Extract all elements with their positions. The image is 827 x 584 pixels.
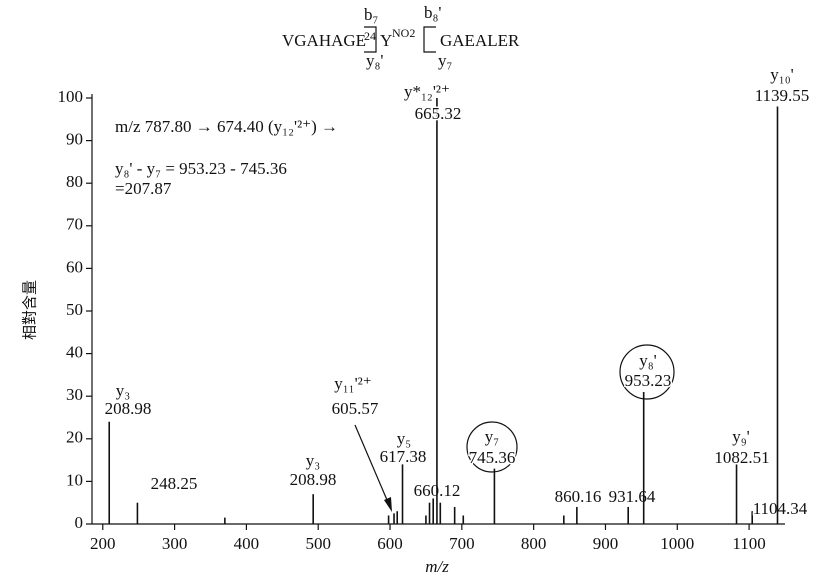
peak-label: 745.36 bbox=[469, 448, 516, 467]
ion-label: y₃ bbox=[116, 381, 131, 400]
peak-label: 208.98 bbox=[105, 399, 152, 418]
peak-label: 1082.51 bbox=[714, 448, 769, 467]
b-ion-right: b₈' bbox=[424, 3, 442, 22]
x-tick-label: 200 bbox=[90, 534, 116, 553]
y-tick-label: 10 bbox=[66, 470, 83, 489]
ion-label: y₁₀' bbox=[770, 65, 793, 84]
y-tick-label: 100 bbox=[58, 87, 84, 106]
x-tick-label: 700 bbox=[449, 534, 475, 553]
x-tick-label: 600 bbox=[377, 534, 403, 553]
sequence-mod: NO2 bbox=[392, 26, 415, 40]
y-tick-label: 60 bbox=[66, 257, 83, 276]
sequence-site: 24 bbox=[364, 29, 376, 43]
sequence-left: VGAHAGE bbox=[282, 31, 366, 50]
y-tick-label: 70 bbox=[66, 215, 83, 234]
b-ion-left: b₇ bbox=[364, 5, 379, 24]
y-ion-right: y₇ bbox=[438, 51, 453, 70]
ion-label: y₈' bbox=[639, 351, 657, 370]
peak-label: 953.23 bbox=[625, 371, 672, 390]
y-tick-label: 20 bbox=[66, 428, 83, 447]
cleavage-brackets bbox=[364, 26, 436, 53]
peak-label: 208.98 bbox=[290, 470, 337, 489]
ion-label: y₅ bbox=[397, 429, 412, 448]
annotation: y₈' - y₇ = 953.23 - 745.36 bbox=[115, 159, 287, 178]
peak-label: 1139.55 bbox=[755, 86, 810, 105]
arrow-head bbox=[384, 497, 392, 512]
peak-label: 665.32 bbox=[415, 104, 462, 123]
x-tick-label: 1000 bbox=[660, 534, 694, 553]
sequence: VGAHAGE 24 Y NO2 GAEALER b₇ b₈' y₈' y₇ bbox=[282, 3, 520, 70]
peak-label: 248.25 bbox=[151, 474, 198, 493]
y-tick-label: 40 bbox=[66, 343, 83, 362]
y-tick-label: 30 bbox=[66, 385, 83, 404]
y-axis-label: 相對含量 bbox=[21, 280, 39, 340]
ion-label: y*₁₂'²⁺ bbox=[404, 82, 450, 101]
peak-label: 860.16 bbox=[555, 487, 602, 506]
annotation: =207.87 bbox=[115, 179, 172, 198]
x-tick-label: 800 bbox=[521, 534, 547, 553]
highlight-circle bbox=[619, 344, 675, 400]
y-tick-label: 0 bbox=[75, 513, 84, 532]
ion-label: y₃ bbox=[306, 451, 321, 470]
y-tick-label: 90 bbox=[66, 130, 83, 149]
ion-label: y₇ bbox=[485, 427, 500, 446]
sequence-residue: Y bbox=[380, 31, 392, 50]
arrow bbox=[354, 424, 391, 508]
peak-label: 931.64 bbox=[609, 487, 656, 506]
peak-label: 1104.34 bbox=[753, 499, 808, 518]
ion-label: y₉' bbox=[732, 427, 750, 446]
x-tick-label: 400 bbox=[234, 534, 260, 553]
y-ion-left: y₈' bbox=[366, 51, 384, 70]
annotation: m/z 787.80 → 674.40 (y₁₂'²⁺) → bbox=[115, 117, 338, 136]
ion-label: y₁₁'²⁺ bbox=[334, 374, 372, 393]
y-tick-label: 50 bbox=[66, 300, 83, 319]
x-tick-label: 300 bbox=[162, 534, 188, 553]
x-tick-label: 500 bbox=[305, 534, 331, 553]
x-axis-label: m/z bbox=[425, 557, 449, 576]
sequence-right: GAEALER bbox=[440, 31, 520, 50]
peak-label: 617.38 bbox=[380, 447, 427, 466]
x-tick-label: 1100 bbox=[732, 534, 765, 553]
x-tick-label: 900 bbox=[593, 534, 619, 553]
y-tick-label: 80 bbox=[66, 172, 83, 191]
highlight-circle bbox=[466, 421, 518, 473]
peak-label: 605.57 bbox=[332, 399, 379, 418]
